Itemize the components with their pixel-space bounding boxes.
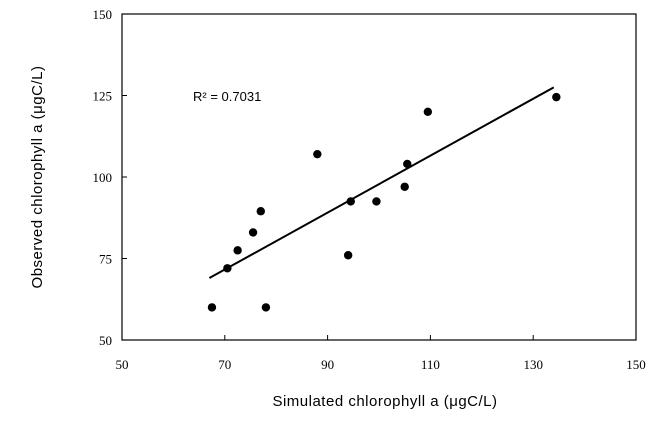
x-tick-labels: 50 70 90 110 130 150 — [116, 357, 646, 372]
y-tick-label: 50 — [99, 333, 112, 348]
data-point — [372, 197, 381, 206]
y-axis-title: Observed chlorophyll a (μgC/L) — [29, 66, 46, 289]
x-tick-label: 110 — [421, 357, 440, 372]
data-point — [248, 228, 258, 237]
data-point — [261, 303, 271, 312]
x-tick-label: 50 — [116, 357, 129, 372]
data-point — [343, 251, 353, 260]
y-tick-labels: 50 75 100 125 150 — [93, 7, 113, 348]
data-point — [552, 92, 561, 102]
plot-frame — [121, 13, 637, 341]
data-point — [256, 207, 265, 216]
x-tick-label: 70 — [218, 357, 231, 372]
x-axis-title: Simulated chlorophyll a (μgC/L) — [272, 393, 497, 410]
data-point — [400, 182, 409, 191]
axis-ticks — [121, 13, 637, 341]
data-point — [403, 159, 412, 169]
x-tick-label: 150 — [626, 357, 646, 372]
data-points — [207, 92, 561, 312]
trendline — [208, 86, 555, 279]
x-tick-label: 90 — [321, 357, 334, 372]
y-tick-label: 125 — [93, 89, 113, 104]
data-point — [223, 264, 232, 273]
data-point — [423, 107, 433, 117]
r-squared-annotation: R² = 0.7031 — [193, 89, 261, 104]
data-point — [207, 303, 217, 312]
y-tick-label: 100 — [93, 170, 113, 185]
data-point — [313, 149, 322, 159]
y-tick-label: 150 — [93, 7, 113, 22]
data-point — [346, 197, 355, 206]
y-tick-label: 75 — [99, 252, 112, 267]
data-point — [233, 246, 242, 255]
x-tick-label: 130 — [523, 357, 543, 372]
